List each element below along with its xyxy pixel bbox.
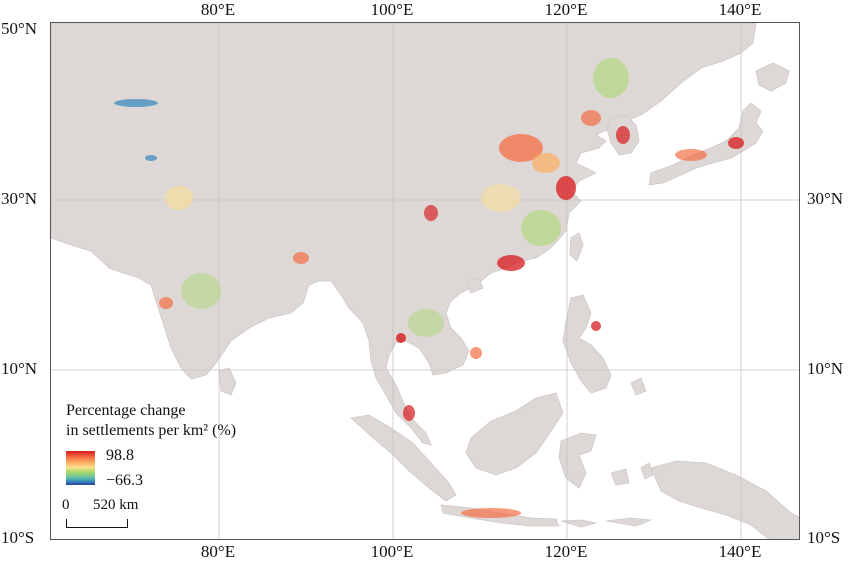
lon-tick-80e-top: 80°E <box>200 0 236 19</box>
legend: Percentage change in settlements per km²… <box>66 401 237 489</box>
lon-tick-120e-top: 120°E <box>544 0 588 19</box>
lat-tick-10n-left: 10°N <box>1 359 38 378</box>
scale-distance-label: 520 km <box>93 497 139 513</box>
legend-max-value: 98.8 <box>106 447 134 464</box>
legend-title-line1: Percentage change <box>66 402 186 419</box>
scale-bar: 0 520 km <box>62 497 156 537</box>
lon-tick-140e-bottom: 140°E <box>718 542 762 561</box>
legend-min-value: −66.3 <box>106 472 144 489</box>
landmass <box>51 23 799 539</box>
lat-tick-30n-right: 30°N <box>807 189 844 208</box>
lon-tick-120e-bottom: 120°E <box>544 542 588 561</box>
lon-tick-100e-top: 100°E <box>370 0 414 19</box>
lat-tick-10n-right: 10°N <box>807 359 844 378</box>
lat-tick-30n-left: 30°N <box>1 189 38 208</box>
settlement-change-hotspots <box>114 58 744 518</box>
lon-tick-140e-top: 140°E <box>718 0 762 19</box>
lat-tick-10s-left: 10°S <box>1 528 35 547</box>
lat-tick-50n-left: 50°N <box>1 19 38 38</box>
scale-bar-line <box>66 519 128 528</box>
scale-zero-label: 0 <box>62 497 70 513</box>
lat-tick-10s-right: 10°S <box>807 528 841 547</box>
lon-tick-100e-bottom: 100°E <box>370 542 414 561</box>
legend-color-ramp <box>66 451 95 485</box>
map-canvas <box>51 23 799 539</box>
map-frame[interactable] <box>50 22 800 540</box>
lon-tick-80e-bottom: 80°E <box>200 542 236 561</box>
legend-title-line2: in settlements per km² (%) <box>66 422 237 439</box>
